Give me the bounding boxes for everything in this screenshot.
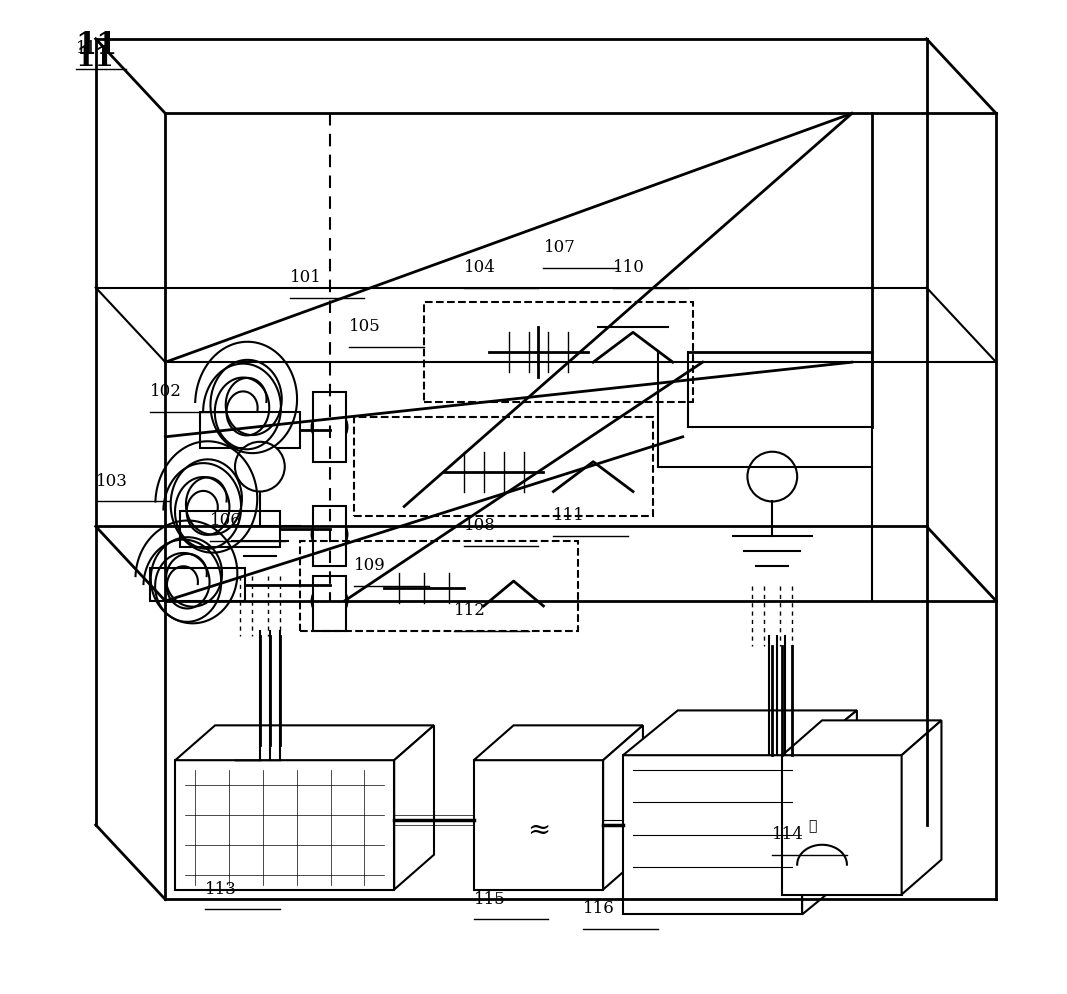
Text: 11: 11 <box>76 40 97 57</box>
Text: 111: 111 <box>554 507 586 524</box>
Polygon shape <box>902 721 941 895</box>
Polygon shape <box>802 711 857 914</box>
Text: 11: 11 <box>76 45 114 72</box>
Circle shape <box>747 452 797 502</box>
Bar <box>180 512 280 548</box>
Text: ≈: ≈ <box>527 816 551 844</box>
Text: 112: 112 <box>453 601 485 618</box>
Polygon shape <box>474 726 643 760</box>
Bar <box>424 303 692 403</box>
Polygon shape <box>394 726 434 890</box>
Text: 115: 115 <box>474 890 506 907</box>
Bar <box>354 417 653 517</box>
Circle shape <box>235 442 285 492</box>
Text: 113: 113 <box>205 880 237 897</box>
Text: 104: 104 <box>464 258 496 275</box>
Text: 106: 106 <box>210 512 242 529</box>
Bar <box>313 577 347 631</box>
Text: 109: 109 <box>354 557 386 574</box>
Circle shape <box>312 517 348 553</box>
Text: 107: 107 <box>543 239 575 255</box>
Polygon shape <box>474 760 603 890</box>
Polygon shape <box>603 726 643 890</box>
Text: 102: 102 <box>150 383 182 400</box>
Text: 108: 108 <box>464 517 496 534</box>
Polygon shape <box>175 726 434 760</box>
Bar <box>201 413 300 448</box>
Polygon shape <box>623 755 802 914</box>
Bar <box>313 393 347 462</box>
Bar <box>150 569 245 601</box>
Bar <box>300 542 578 631</box>
Text: 📶: 📶 <box>808 818 816 832</box>
Circle shape <box>312 410 348 445</box>
Circle shape <box>312 583 348 619</box>
Polygon shape <box>782 721 941 755</box>
Polygon shape <box>175 760 394 890</box>
Text: 110: 110 <box>614 258 644 275</box>
Text: 11: 11 <box>76 30 118 61</box>
Text: 116: 116 <box>584 900 615 916</box>
Text: 103: 103 <box>96 472 128 489</box>
Text: 101: 101 <box>290 268 321 285</box>
Bar <box>313 507 347 567</box>
Text: 114: 114 <box>773 825 805 842</box>
Text: 105: 105 <box>349 318 381 335</box>
Polygon shape <box>782 755 902 895</box>
Polygon shape <box>623 711 857 755</box>
